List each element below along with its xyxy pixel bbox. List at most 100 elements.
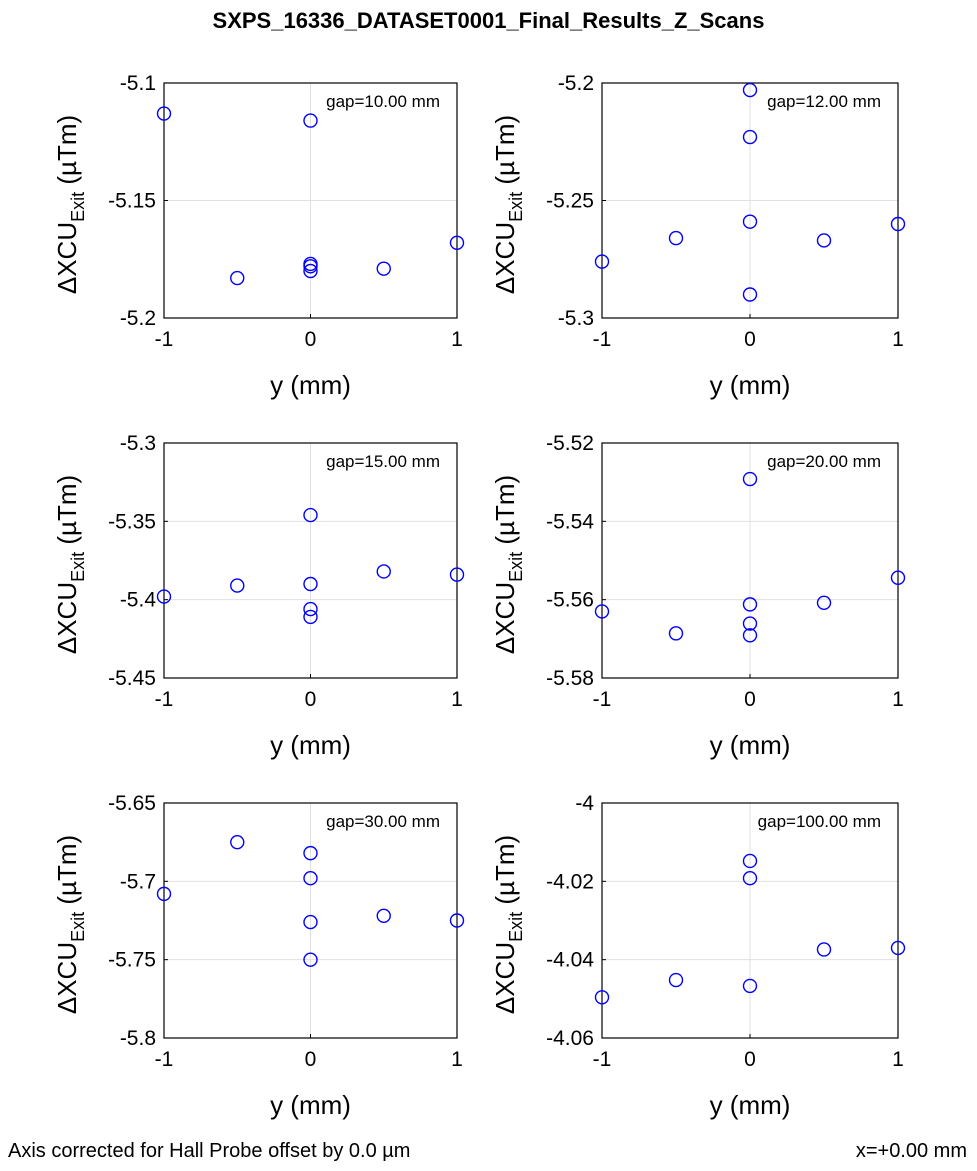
- x-axis-label: y (mm): [710, 370, 791, 400]
- data-point: [156, 589, 172, 604]
- y-tick-label: -5.15: [108, 190, 156, 213]
- y-tick-label: -5.35: [108, 510, 156, 533]
- data-point: [890, 570, 906, 585]
- data-point: [742, 214, 758, 229]
- data-point: [816, 942, 832, 957]
- y-tick-label: -5.7: [120, 870, 156, 893]
- y-tick-label: -5.3: [120, 432, 156, 455]
- y-axis-label: ΔXCUExit (µTm): [52, 475, 88, 654]
- y-axis-label: ΔXCUExit (µTm): [490, 835, 526, 1014]
- y-tick-label: -5.45: [108, 667, 156, 690]
- data-point: [230, 834, 245, 850]
- x-tick-label: 0: [744, 688, 756, 711]
- data-point: [230, 270, 245, 286]
- data-point: [668, 230, 684, 246]
- y-tick-label: -5.3: [558, 307, 594, 330]
- y-tick-label: -5.1: [120, 72, 156, 95]
- data-point: [376, 261, 391, 276]
- x-tick-label: -1: [593, 1048, 612, 1071]
- data-point: [303, 259, 318, 274]
- data-point: [303, 914, 318, 930]
- data-point: [303, 871, 318, 886]
- data-point: [742, 871, 758, 886]
- chart-panel-3: -1 0 1 -5.3 -5.35 -5.4 -5.45 y (mm) ΔXCUExit (µT…: [52, 432, 465, 760]
- data-point: [742, 853, 758, 869]
- data-point: [668, 972, 684, 988]
- data-point: [742, 978, 758, 994]
- data-point: [303, 601, 318, 617]
- y-tick-label: -5.65: [108, 792, 156, 815]
- chart-panel-5: -1 0 1 -5.65 -5.7 -5.75 -5.8 y (mm) ΔXCUExit (µT…: [52, 792, 465, 1120]
- x-axis-label: y (mm): [710, 1090, 791, 1120]
- data-point: [303, 845, 318, 861]
- x-tick-label: 0: [305, 328, 317, 351]
- gap-annotation: gap=12.00 mm: [767, 92, 881, 111]
- data-point: [816, 233, 832, 248]
- data-point: [303, 507, 318, 523]
- y-axis-label: ΔXCUExit (µTm): [52, 115, 88, 294]
- data-point: [594, 254, 610, 269]
- x-axis-label: y (mm): [270, 730, 351, 760]
- data-point: [449, 567, 465, 582]
- chart-panel-2: -1 0 1 -5.2 -5.25 -5.3 y (mm) ΔXCUExit (µTm) gap…: [490, 72, 906, 400]
- x-axis-label: y (mm): [270, 1090, 351, 1120]
- x-tick-label: 1: [892, 688, 904, 711]
- data-point: [303, 952, 318, 967]
- data-point: [742, 129, 758, 145]
- data-point: [742, 471, 758, 487]
- data-point: [156, 886, 172, 902]
- y-tick-label: -5.4: [120, 589, 157, 612]
- data-point: [303, 576, 318, 592]
- x-tick-label: -1: [155, 688, 174, 711]
- data-point: [449, 235, 465, 251]
- x-tick-label: 0: [744, 1048, 756, 1071]
- data-point: [742, 616, 758, 631]
- y-axis-label: ΔXCUExit (µTm): [52, 835, 88, 1014]
- y-tick-label: -5.56: [546, 589, 594, 612]
- x-axis-label: y (mm): [270, 370, 351, 400]
- y-tick-label: -5.8: [120, 1027, 156, 1050]
- data-point: [376, 908, 391, 923]
- data-point: [890, 216, 906, 232]
- data-point: [303, 113, 318, 128]
- y-tick-label: -5.52: [546, 432, 594, 455]
- y-tick-label: -5.54: [546, 510, 594, 533]
- x-tick-label: 1: [892, 1048, 904, 1071]
- chart-panel-1: -1 0 1 -5.1 -5.15 -5.2 y (mm) ΔXCUExit (µTm) gap…: [52, 72, 465, 400]
- x-position-label: x=+0.00 mm: [855, 1140, 967, 1162]
- figure-title: SXPS_16336_DATASET0001_Final_Results_Z_S…: [212, 8, 765, 33]
- data-point: [303, 609, 318, 625]
- x-tick-label: 0: [744, 328, 756, 351]
- y-tick-label: -4.06: [546, 1027, 594, 1050]
- x-tick-label: 1: [451, 1048, 463, 1071]
- y-axis-label: ΔXCUExit (µTm): [490, 475, 526, 654]
- data-point: [230, 578, 245, 593]
- x-tick-label: 0: [305, 688, 317, 711]
- data-point: [376, 564, 391, 579]
- data-point: [668, 626, 684, 641]
- chart-panel-6: -1 0 1 -4 -4.02 -4.04 -4.06 y (mm) ΔXCUExit (µTm…: [490, 792, 906, 1120]
- x-tick-label: 1: [451, 688, 463, 711]
- gap-annotation: gap=100.00 mm: [758, 812, 881, 831]
- y-tick-label: -4.02: [546, 870, 594, 893]
- gap-annotation: gap=15.00 mm: [326, 452, 440, 471]
- y-tick-label: -5.2: [558, 72, 594, 95]
- x-tick-label: -1: [593, 328, 612, 351]
- data-point: [303, 263, 318, 279]
- x-tick-label: -1: [155, 328, 174, 351]
- data-point: [742, 628, 758, 643]
- x-axis-label: y (mm): [710, 730, 791, 760]
- x-tick-label: 0: [305, 1048, 317, 1071]
- y-axis-label: ΔXCUExit (µTm): [490, 115, 526, 294]
- scan-figure: -1 0 1 -5.1 -5.15 -5.2 y (mm) ΔXCUExit (µTm) gap…: [52, 72, 906, 1120]
- data-point: [890, 940, 906, 956]
- data-point: [594, 990, 610, 1005]
- data-point: [742, 287, 758, 302]
- data-point: [156, 106, 172, 121]
- x-tick-label: -1: [155, 1048, 174, 1071]
- data-point: [742, 597, 758, 612]
- data-point: [742, 82, 758, 98]
- data-point: [449, 913, 465, 928]
- x-tick-label: 1: [892, 328, 904, 351]
- gap-annotation: gap=20.00 mm: [767, 452, 881, 471]
